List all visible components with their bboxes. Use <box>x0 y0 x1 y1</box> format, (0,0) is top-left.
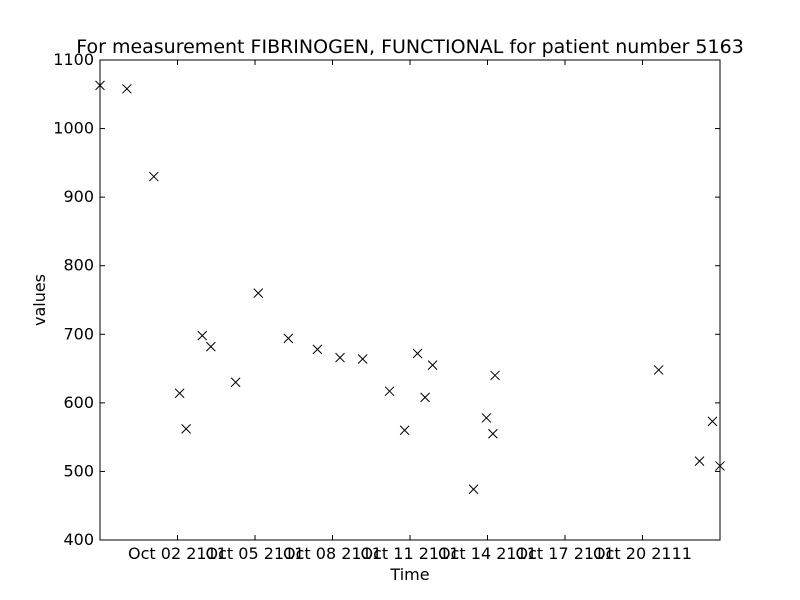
data-point <box>412 348 423 359</box>
x-tick-label: Oct 05 2111 <box>206 544 305 563</box>
plot-frame <box>99 59 721 541</box>
x-tick-label: Oct 14 2111 <box>438 544 537 563</box>
data-point <box>490 370 500 381</box>
data-point <box>174 388 185 399</box>
data-point <box>399 425 410 436</box>
data-point <box>230 377 241 388</box>
x-axis-label: Time <box>389 565 429 584</box>
y-axis: 400 500 600 700 800 900 1000 1100 <box>53 50 720 549</box>
y-tick-label: 600 <box>63 393 94 412</box>
chart-title: For measurement FIBRINOGEN, FUNCTIONAL f… <box>76 36 744 58</box>
y-tick-label: 900 <box>63 187 94 206</box>
data-point <box>357 354 368 364</box>
x-tick-label: Oct 02 2111 <box>128 544 227 563</box>
data-point <box>420 392 430 403</box>
data-point <box>384 386 395 397</box>
x-tick-label: Oct 11 2111 <box>361 544 460 563</box>
x-tick-label: Oct 08 2111 <box>283 544 382 563</box>
data-point <box>181 424 191 434</box>
data-point <box>427 360 438 370</box>
data-point <box>312 344 323 355</box>
data-point <box>253 288 264 298</box>
plot-area <box>99 59 721 541</box>
data-point <box>206 341 216 352</box>
data-point <box>148 171 159 182</box>
y-tick-label: 400 <box>63 530 94 549</box>
data-point <box>715 461 725 471</box>
data-point <box>468 484 479 495</box>
y-tick-label: 700 <box>63 324 94 343</box>
y-tick-label: 1100 <box>53 50 94 69</box>
data-markers <box>95 80 725 495</box>
x-tick-label: Oct 20 2111 <box>593 544 692 563</box>
data-point <box>197 330 208 341</box>
y-axis-label: values <box>30 274 49 326</box>
data-point <box>653 365 664 375</box>
x-tick-label: Oct 17 2111 <box>516 544 615 563</box>
y-tick-label: 800 <box>63 256 94 275</box>
y-tick-label: 500 <box>63 461 94 480</box>
data-point <box>707 416 718 427</box>
data-point <box>694 456 705 466</box>
data-point <box>283 333 294 344</box>
data-point <box>481 413 492 423</box>
y-tick-label: 1000 <box>53 119 94 138</box>
data-point <box>488 428 498 439</box>
data-point <box>95 80 105 91</box>
data-point <box>122 83 132 94</box>
data-point <box>335 352 345 363</box>
